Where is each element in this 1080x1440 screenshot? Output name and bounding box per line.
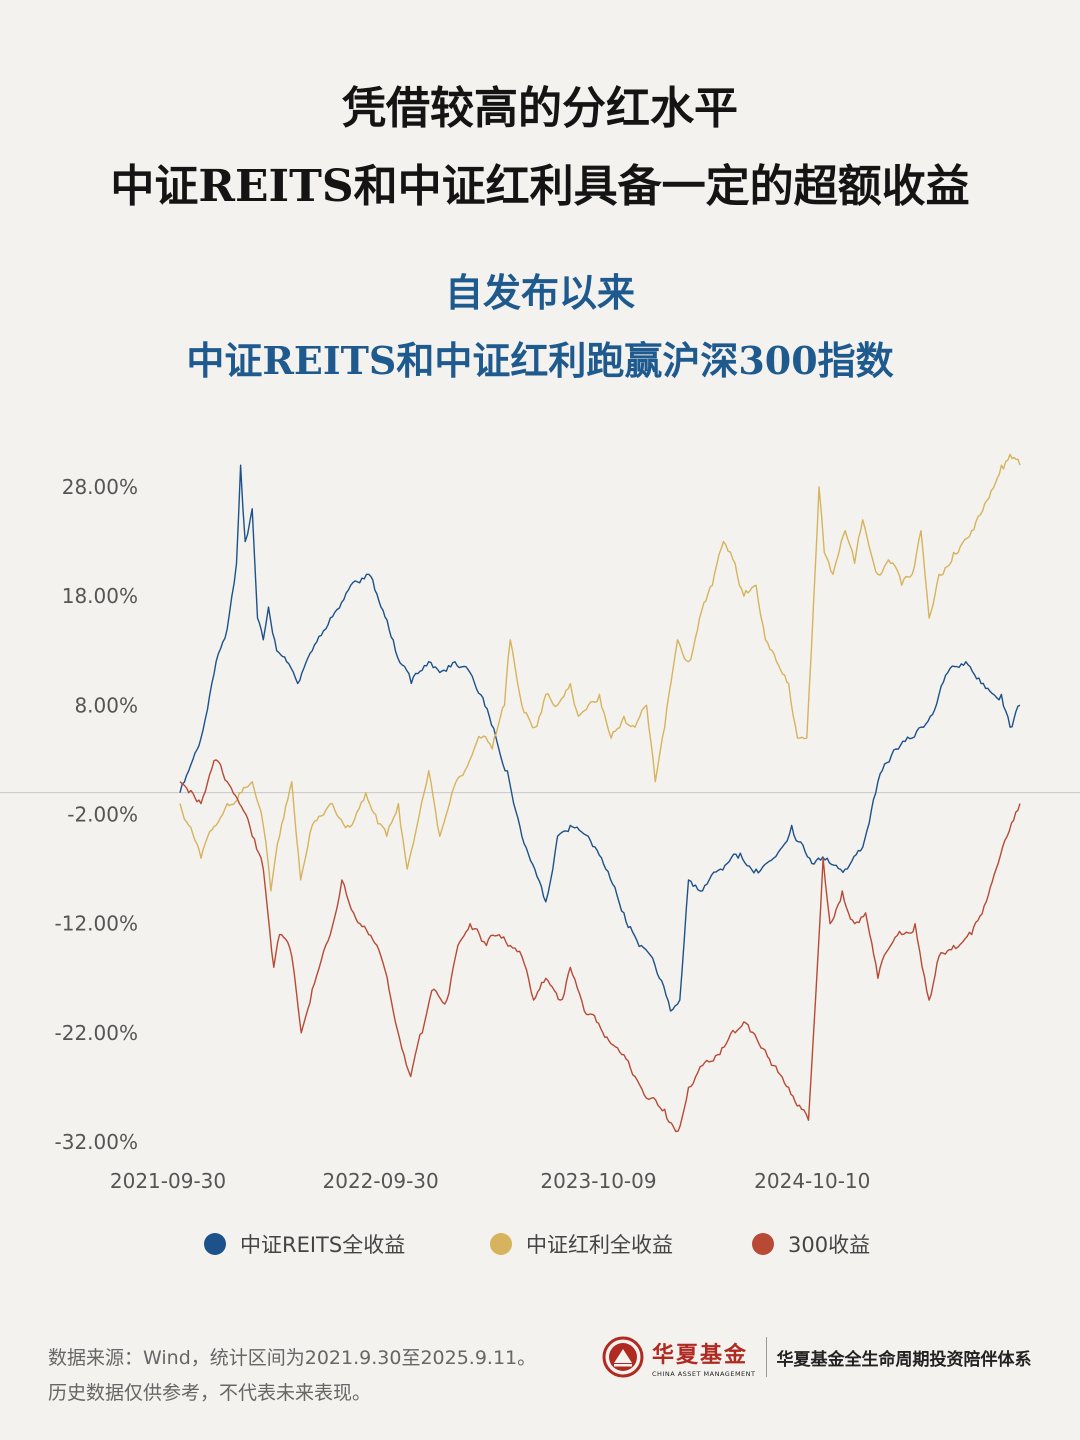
brand-separator bbox=[765, 1337, 767, 1377]
chart-subtitle-line2: 中证REITS和中证红利跑赢沪深300指数 bbox=[186, 338, 894, 383]
legend-dot-csi300 bbox=[752, 1233, 774, 1255]
y-tick-label: 28.00% bbox=[62, 475, 138, 499]
brand-name-en: CHINA ASSET MANAGEMENT bbox=[652, 1369, 756, 1378]
y-axis-ticks: 28.00% 18.00% 8.00% -2.00% -12.00% -22.00% -32… bbox=[55, 475, 138, 1154]
legend-label-dividend: 中证红利全收益 bbox=[526, 1233, 673, 1257]
brand-name-cn: 华夏基金 bbox=[652, 1341, 749, 1368]
y-tick-label: -22.00% bbox=[55, 1021, 138, 1045]
legend-dot-dividend bbox=[490, 1233, 512, 1255]
y-tick-label: 8.00% bbox=[74, 693, 138, 717]
page-title-line2: 中证REITS和中证红利具备一定的超额收益 bbox=[110, 161, 970, 212]
brand-emblem-icon bbox=[602, 1336, 644, 1378]
legend-item-reits: 中证REITS全收益 bbox=[204, 1228, 405, 1260]
page-title-line1: 凭借较高的分红水平 bbox=[342, 83, 738, 134]
series-lines bbox=[179, 453, 1021, 1133]
x-tick-label: 2023-10-09 bbox=[540, 1169, 656, 1193]
brand-logo: 华夏基金 CHINA ASSET MANAGEMENT 华夏基金全生命周期投资陪… bbox=[602, 1336, 1032, 1378]
legend-label-reits: 中证REITS全收益 bbox=[240, 1233, 406, 1257]
x-axis-ticks: 2021-09-30 2022-09-30 2023-10-09 2024-10-10 bbox=[110, 1169, 871, 1193]
series-line-1 bbox=[179, 453, 1021, 892]
y-tick-label: -32.00% bbox=[55, 1130, 138, 1154]
brand-tagline: 华夏基金全生命周期投资陪伴体系 bbox=[776, 1349, 1032, 1370]
series-line-2 bbox=[179, 759, 1021, 1133]
x-tick-label: 2021-09-30 bbox=[110, 1169, 226, 1193]
legend-item-dividend: 中证红利全收益 bbox=[490, 1228, 673, 1260]
x-tick-label: 2024-10-10 bbox=[754, 1169, 870, 1193]
series-line-0 bbox=[179, 464, 1021, 1012]
chart-subtitle-line1: 自发布以来 bbox=[444, 270, 635, 315]
legend-dot-reits bbox=[204, 1233, 226, 1255]
y-tick-label: 18.00% bbox=[62, 584, 138, 608]
legend-item-csi300: 300收益 bbox=[752, 1228, 870, 1260]
legend-label-csi300: 300收益 bbox=[788, 1233, 871, 1257]
data-source-note: 数据来源：Wind，统计区间为2021.9.30至2025.9.11。 bbox=[48, 1347, 537, 1369]
y-tick-label: -2.00% bbox=[67, 803, 138, 827]
line-chart: 28.00% 18.00% 8.00% -2.00% -12.00% -22.00% -32… bbox=[0, 453, 1080, 1193]
x-tick-label: 2022-09-30 bbox=[323, 1169, 439, 1193]
y-tick-label: -12.00% bbox=[55, 912, 138, 936]
disclaimer-note: 历史数据仅供参考，不代表未来表现。 bbox=[48, 1382, 372, 1404]
